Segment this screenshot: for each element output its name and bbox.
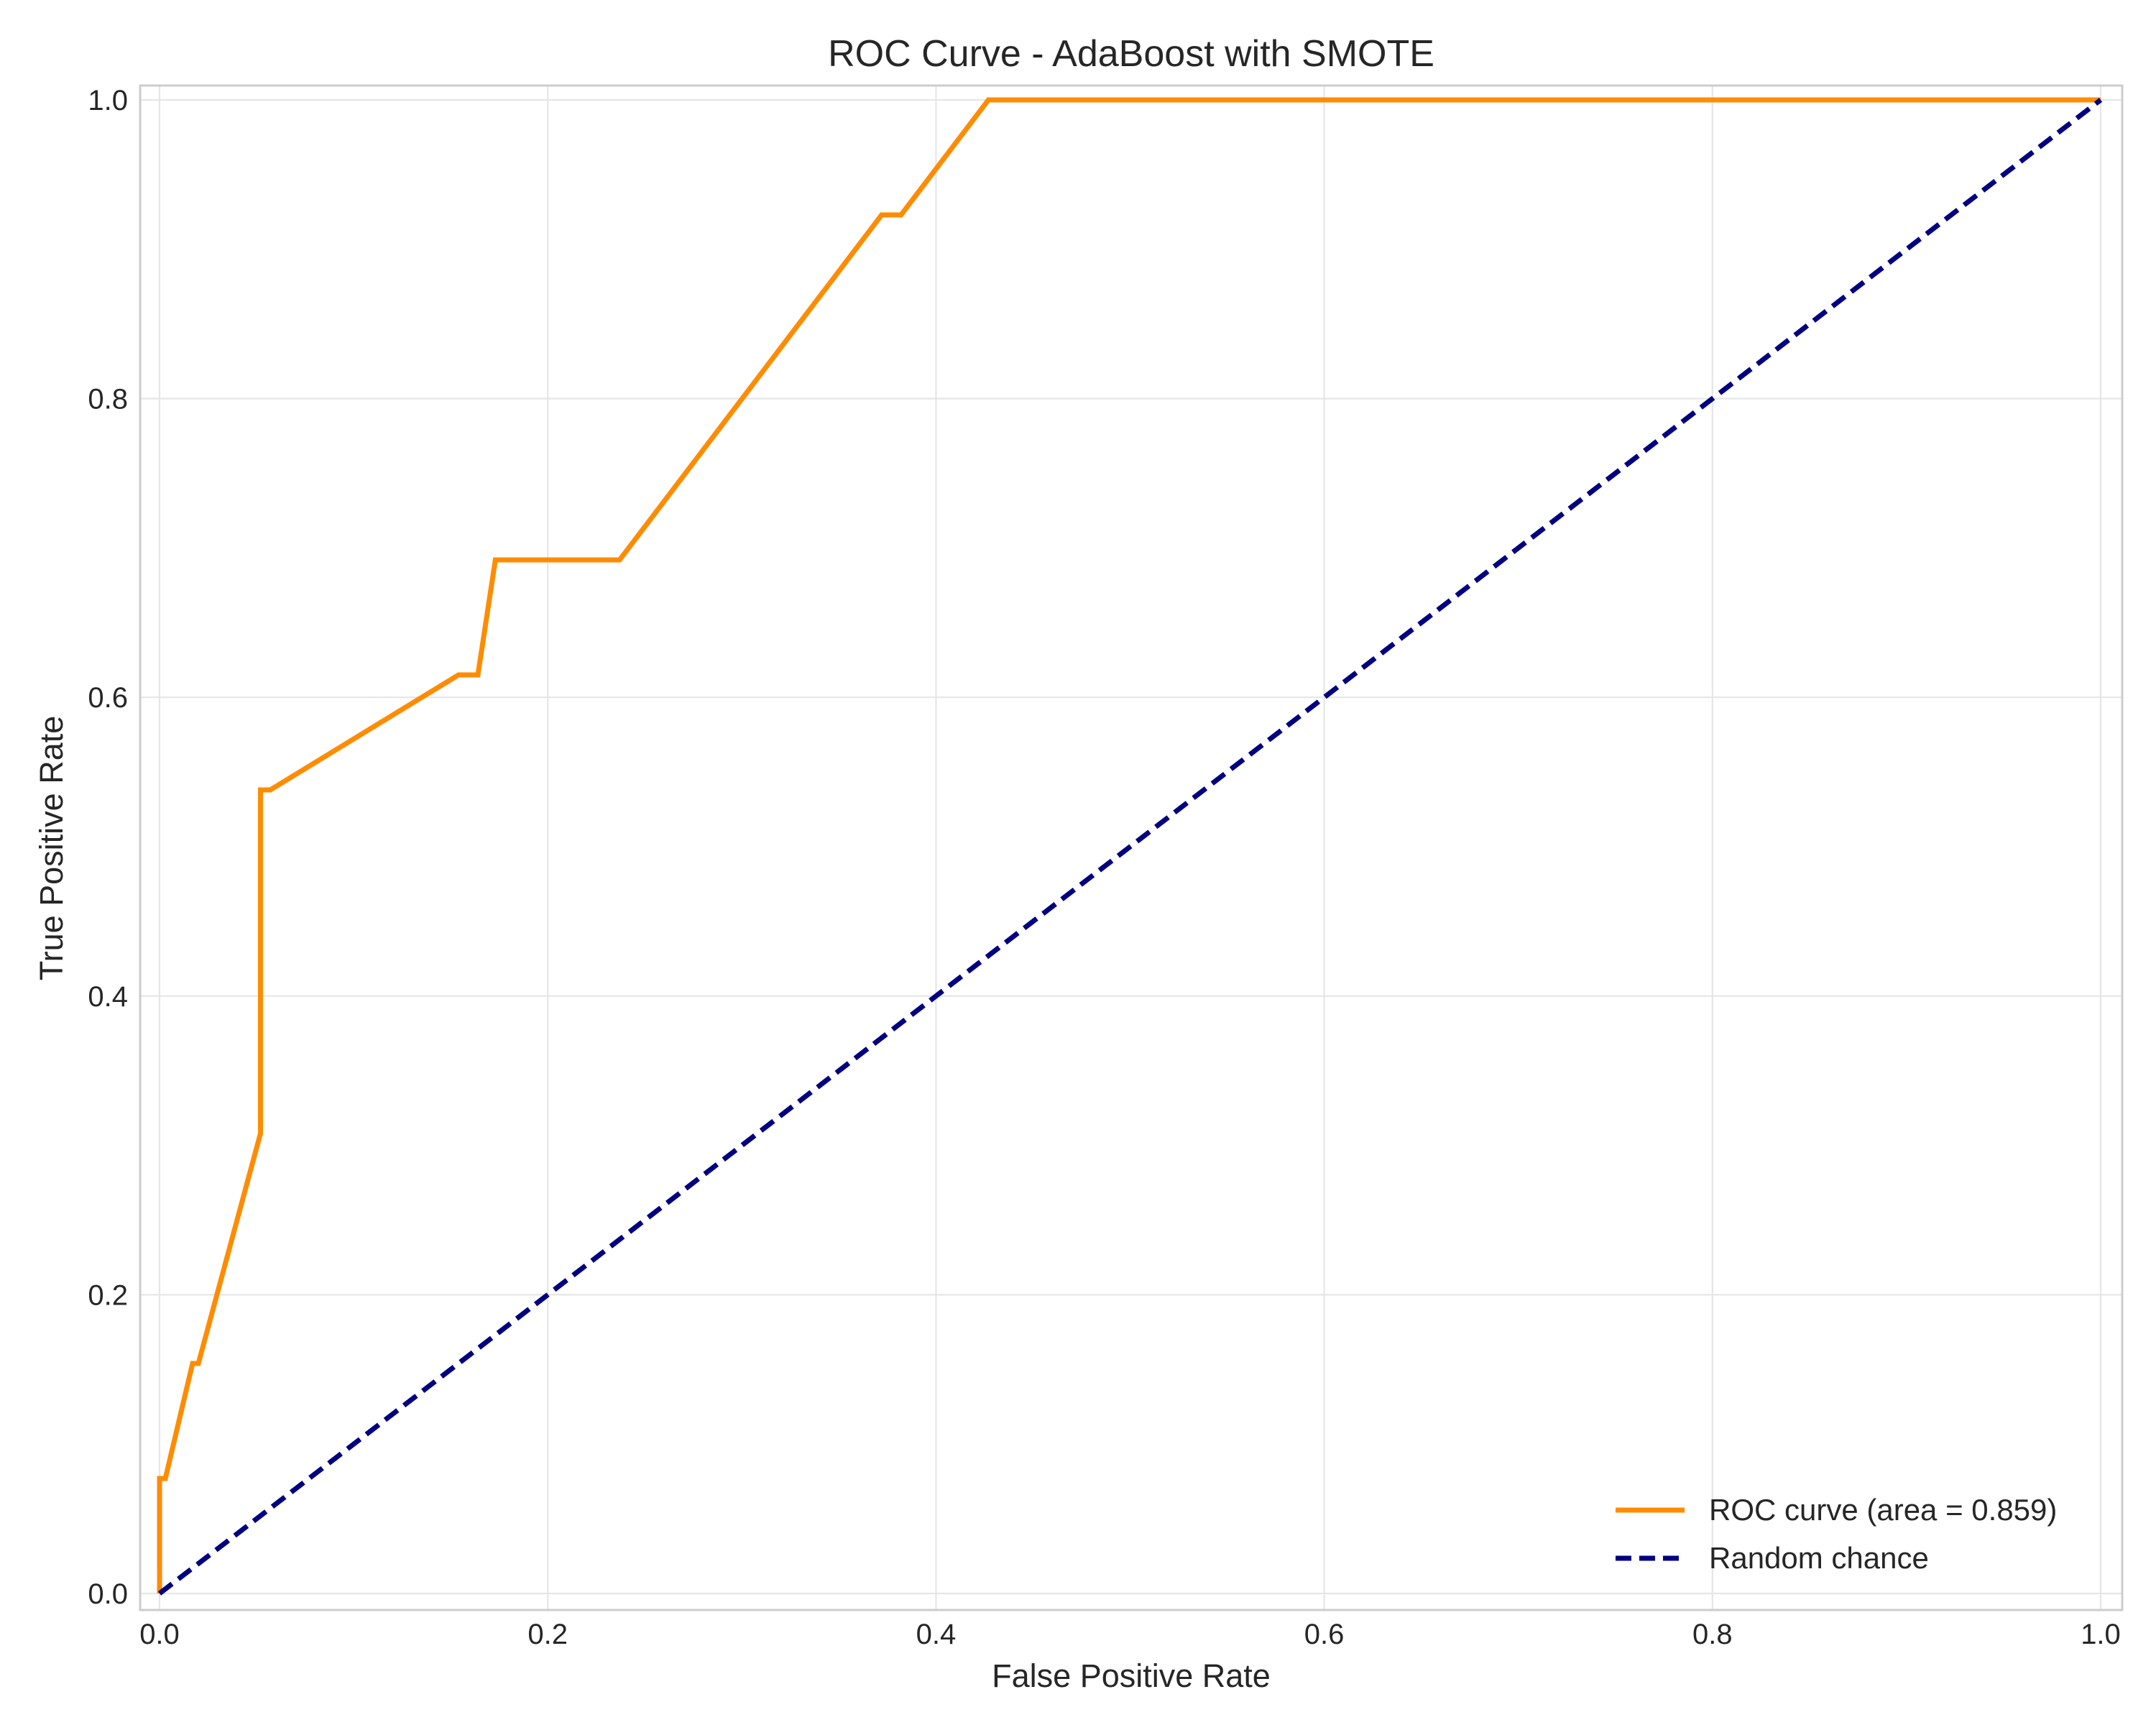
x-tick-label: 0.6 xyxy=(1304,1619,1345,1650)
y-tick-label: 0.0 xyxy=(88,1578,128,1610)
roc-curve-line xyxy=(157,97,2101,1593)
grid xyxy=(140,86,2122,1610)
y-tick-label: 0.6 xyxy=(88,682,128,714)
legend-label-roc: ROC curve (area = 0.859) xyxy=(1709,1493,2057,1527)
x-tick-label: 0.0 xyxy=(139,1619,180,1650)
random-chance-line xyxy=(157,98,2103,1596)
chart-title: ROC Curve - AdaBoost with SMOTE xyxy=(828,33,1434,75)
x-tick-label: 0.4 xyxy=(916,1619,957,1650)
y-axis-label: True Positive Rate xyxy=(33,716,70,980)
plot-frame xyxy=(139,84,2124,1611)
tick-labels: 0.0 0.2 0.4 0.6 0.8 1.0 0.0 0.2 0.4 0.6 0.8 1.0 xyxy=(88,85,2120,1650)
x-tick-label: 0.2 xyxy=(528,1619,568,1650)
legend-label-random: Random chance xyxy=(1709,1541,1929,1575)
legend: ROC curve (area = 0.859) Random chance xyxy=(1616,1493,2057,1575)
y-tick-label: 0.4 xyxy=(88,981,128,1013)
x-tick-label: 1.0 xyxy=(2081,1619,2121,1650)
y-tick-label: 1.0 xyxy=(88,85,128,116)
series-layer xyxy=(157,97,2103,1596)
y-tick-label: 0.8 xyxy=(88,384,128,415)
y-tick-label: 0.2 xyxy=(88,1279,128,1311)
x-tick-label: 0.8 xyxy=(1692,1619,1733,1650)
x-axis-label: False Positive Rate xyxy=(992,1657,1271,1694)
